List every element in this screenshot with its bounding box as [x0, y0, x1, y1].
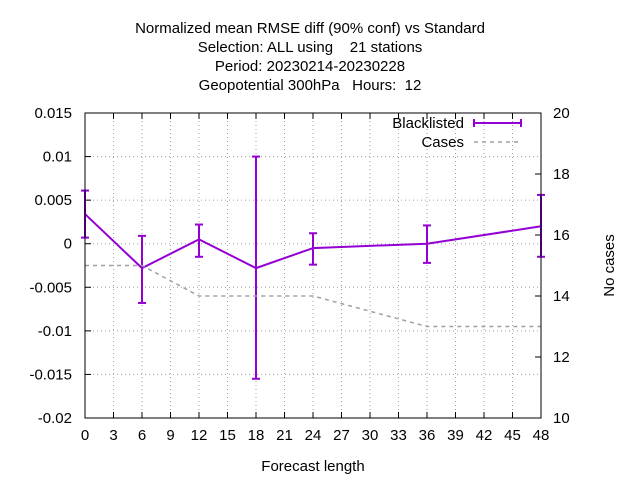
x-tick-label: 6 [138, 427, 146, 444]
y2-tick-label: 14 [553, 288, 570, 305]
chart-title: Normalized mean RMSE diff (90% conf) vs … [135, 20, 485, 94]
x-tick-label: 48 [533, 427, 550, 444]
chart-title-line: Normalized mean RMSE diff (90% conf) vs … [135, 20, 485, 37]
y-tick-label: -0.02 [38, 410, 72, 427]
x-tick-label: 36 [419, 427, 436, 444]
x-tick-label: 33 [390, 427, 407, 444]
y-tick-label: -0.005 [29, 279, 72, 296]
x-tick-label: 12 [191, 427, 208, 444]
cases-line [85, 264, 541, 328]
legend-label: Cases [421, 134, 464, 151]
chart-title-line: Selection: ALL using 21 stations [198, 39, 423, 56]
legend-label: Blacklisted [392, 115, 464, 132]
x-axis-ticks: 0 3 6 9 12 15 18 21 24 27 30 33 36 39 42 45 48 [81, 113, 550, 444]
y2-tick-label: 20 [553, 105, 570, 122]
x-tick-label: 42 [476, 427, 493, 444]
x-tick-label: 18 [248, 427, 265, 444]
y-tick-label: -0.015 [29, 366, 72, 383]
y-axis-ticks: 0.015 0.01 0.005 0 -0.005 -0.01 -0.015 -0.02 [29, 105, 91, 427]
x-tick-label: 24 [305, 427, 322, 444]
y-tick-label: 0.01 [43, 149, 72, 166]
y-tick-label: 0.005 [34, 192, 72, 209]
chart-title-line: Geopotential 300hPa Hours: 12 [199, 77, 422, 94]
y2-tick-label: 16 [553, 227, 570, 244]
legend: Blacklisted Cases [392, 115, 522, 151]
y2-tick-label: 18 [553, 166, 570, 183]
y2-tick-label: 12 [553, 349, 570, 366]
y2-axis-label: No cases [601, 234, 618, 297]
chart-title-line: Period: 20230214-20230228 [215, 58, 405, 75]
series [81, 155, 545, 380]
x-tick-label: 0 [81, 427, 89, 444]
y-tick-label: 0.015 [34, 105, 72, 122]
x-tick-label: 30 [362, 427, 379, 444]
x-tick-label: 9 [166, 427, 174, 444]
x-axis-label: Forecast length [261, 458, 364, 475]
x-tick-label: 3 [109, 427, 117, 444]
x-tick-label: 27 [333, 427, 350, 444]
y2-tick-label: 10 [553, 410, 570, 427]
x-tick-label: 45 [504, 427, 521, 444]
y-tick-label: -0.01 [38, 323, 72, 340]
x-tick-label: 15 [219, 427, 236, 444]
y-tick-label: 0 [64, 236, 72, 253]
x-tick-label: 21 [276, 427, 293, 444]
y2-axis-ticks: 20 18 16 14 12 10 [535, 105, 570, 427]
blacklisted-line [84, 213, 542, 270]
plot-frame [84, 112, 542, 419]
x-tick-label: 39 [447, 427, 464, 444]
grid [85, 113, 541, 418]
